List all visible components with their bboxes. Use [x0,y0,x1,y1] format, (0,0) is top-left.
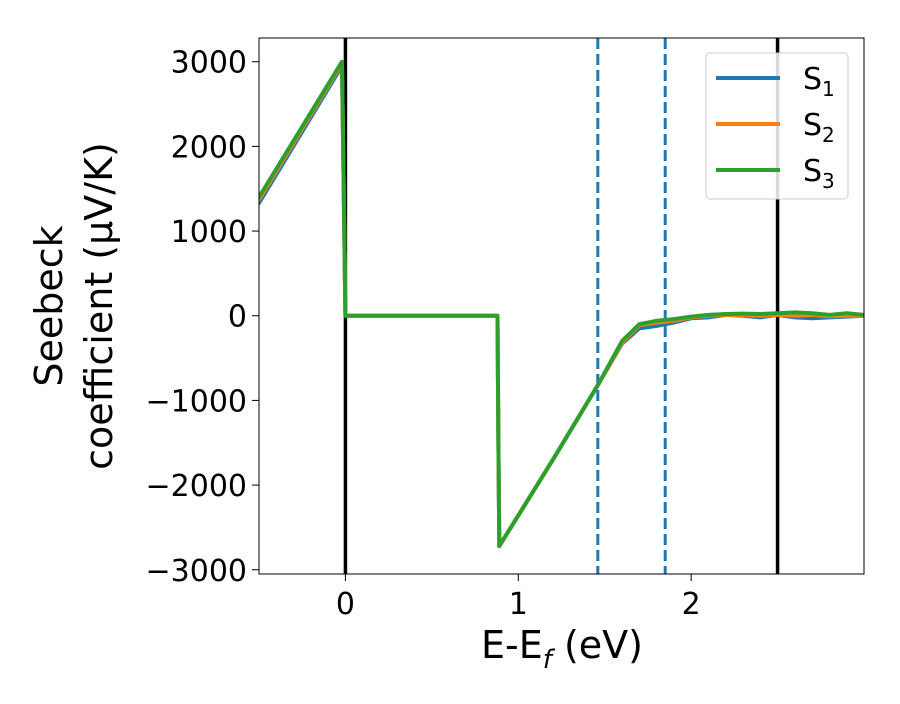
y-axis-label: Seebeck coefficient (μV/K) [27,142,121,470]
legend-label-S1: S1 [803,62,835,101]
y-tick-label: −1000 [146,384,247,419]
plot-frame [258,37,865,575]
series-line-S3 [259,59,864,549]
y-axis-label-line1: Seebeck [27,225,71,386]
data-series [259,59,864,549]
y-tick-label: 3000 [171,46,247,81]
y-tick-label: 0 [228,300,247,335]
legend: S1 S2 S3 [705,52,849,200]
y-tick-label: −3000 [146,554,247,589]
x-tick-label: 0 [336,587,355,622]
y-tick-label: −2000 [146,469,247,504]
legend-label-S3: S3 [803,154,835,193]
legend-label-S2: S2 [803,108,835,147]
x-tick-label: 1 [509,587,528,622]
y-axis-label-line2: coefficient (μV/K) [77,142,121,470]
x-axis-label: E-Ef (eV) [481,623,643,675]
x-tick-label: 2 [682,587,701,622]
axis-ticks: 0 1 2 −3000 −2000 −1000 0 1000 2000 3000 [146,46,701,622]
y-tick-label: 1000 [171,215,247,250]
y-tick-label: 2000 [171,130,247,165]
